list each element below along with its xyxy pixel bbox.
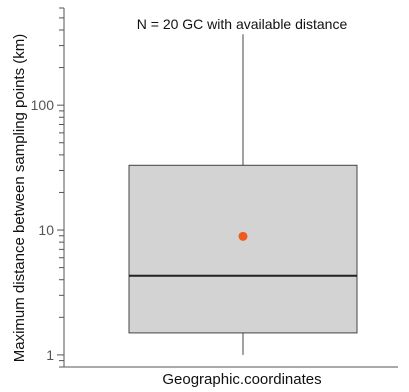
y-ticks: 1 10 100 xyxy=(31,7,64,368)
y-tick-label: 1 xyxy=(46,347,54,363)
plot-area xyxy=(128,34,358,355)
interquartile-box xyxy=(128,164,358,334)
y-tick-label: 100 xyxy=(31,97,55,113)
mean-point xyxy=(238,231,248,241)
sample-size-annotation: N = 20 GC with available distance xyxy=(137,16,348,32)
x-axis-label: Geographic.coordinates xyxy=(162,371,321,388)
y-axis-label: Maximum distance between sampling points… xyxy=(11,34,28,362)
y-tick-label: 10 xyxy=(38,222,54,238)
